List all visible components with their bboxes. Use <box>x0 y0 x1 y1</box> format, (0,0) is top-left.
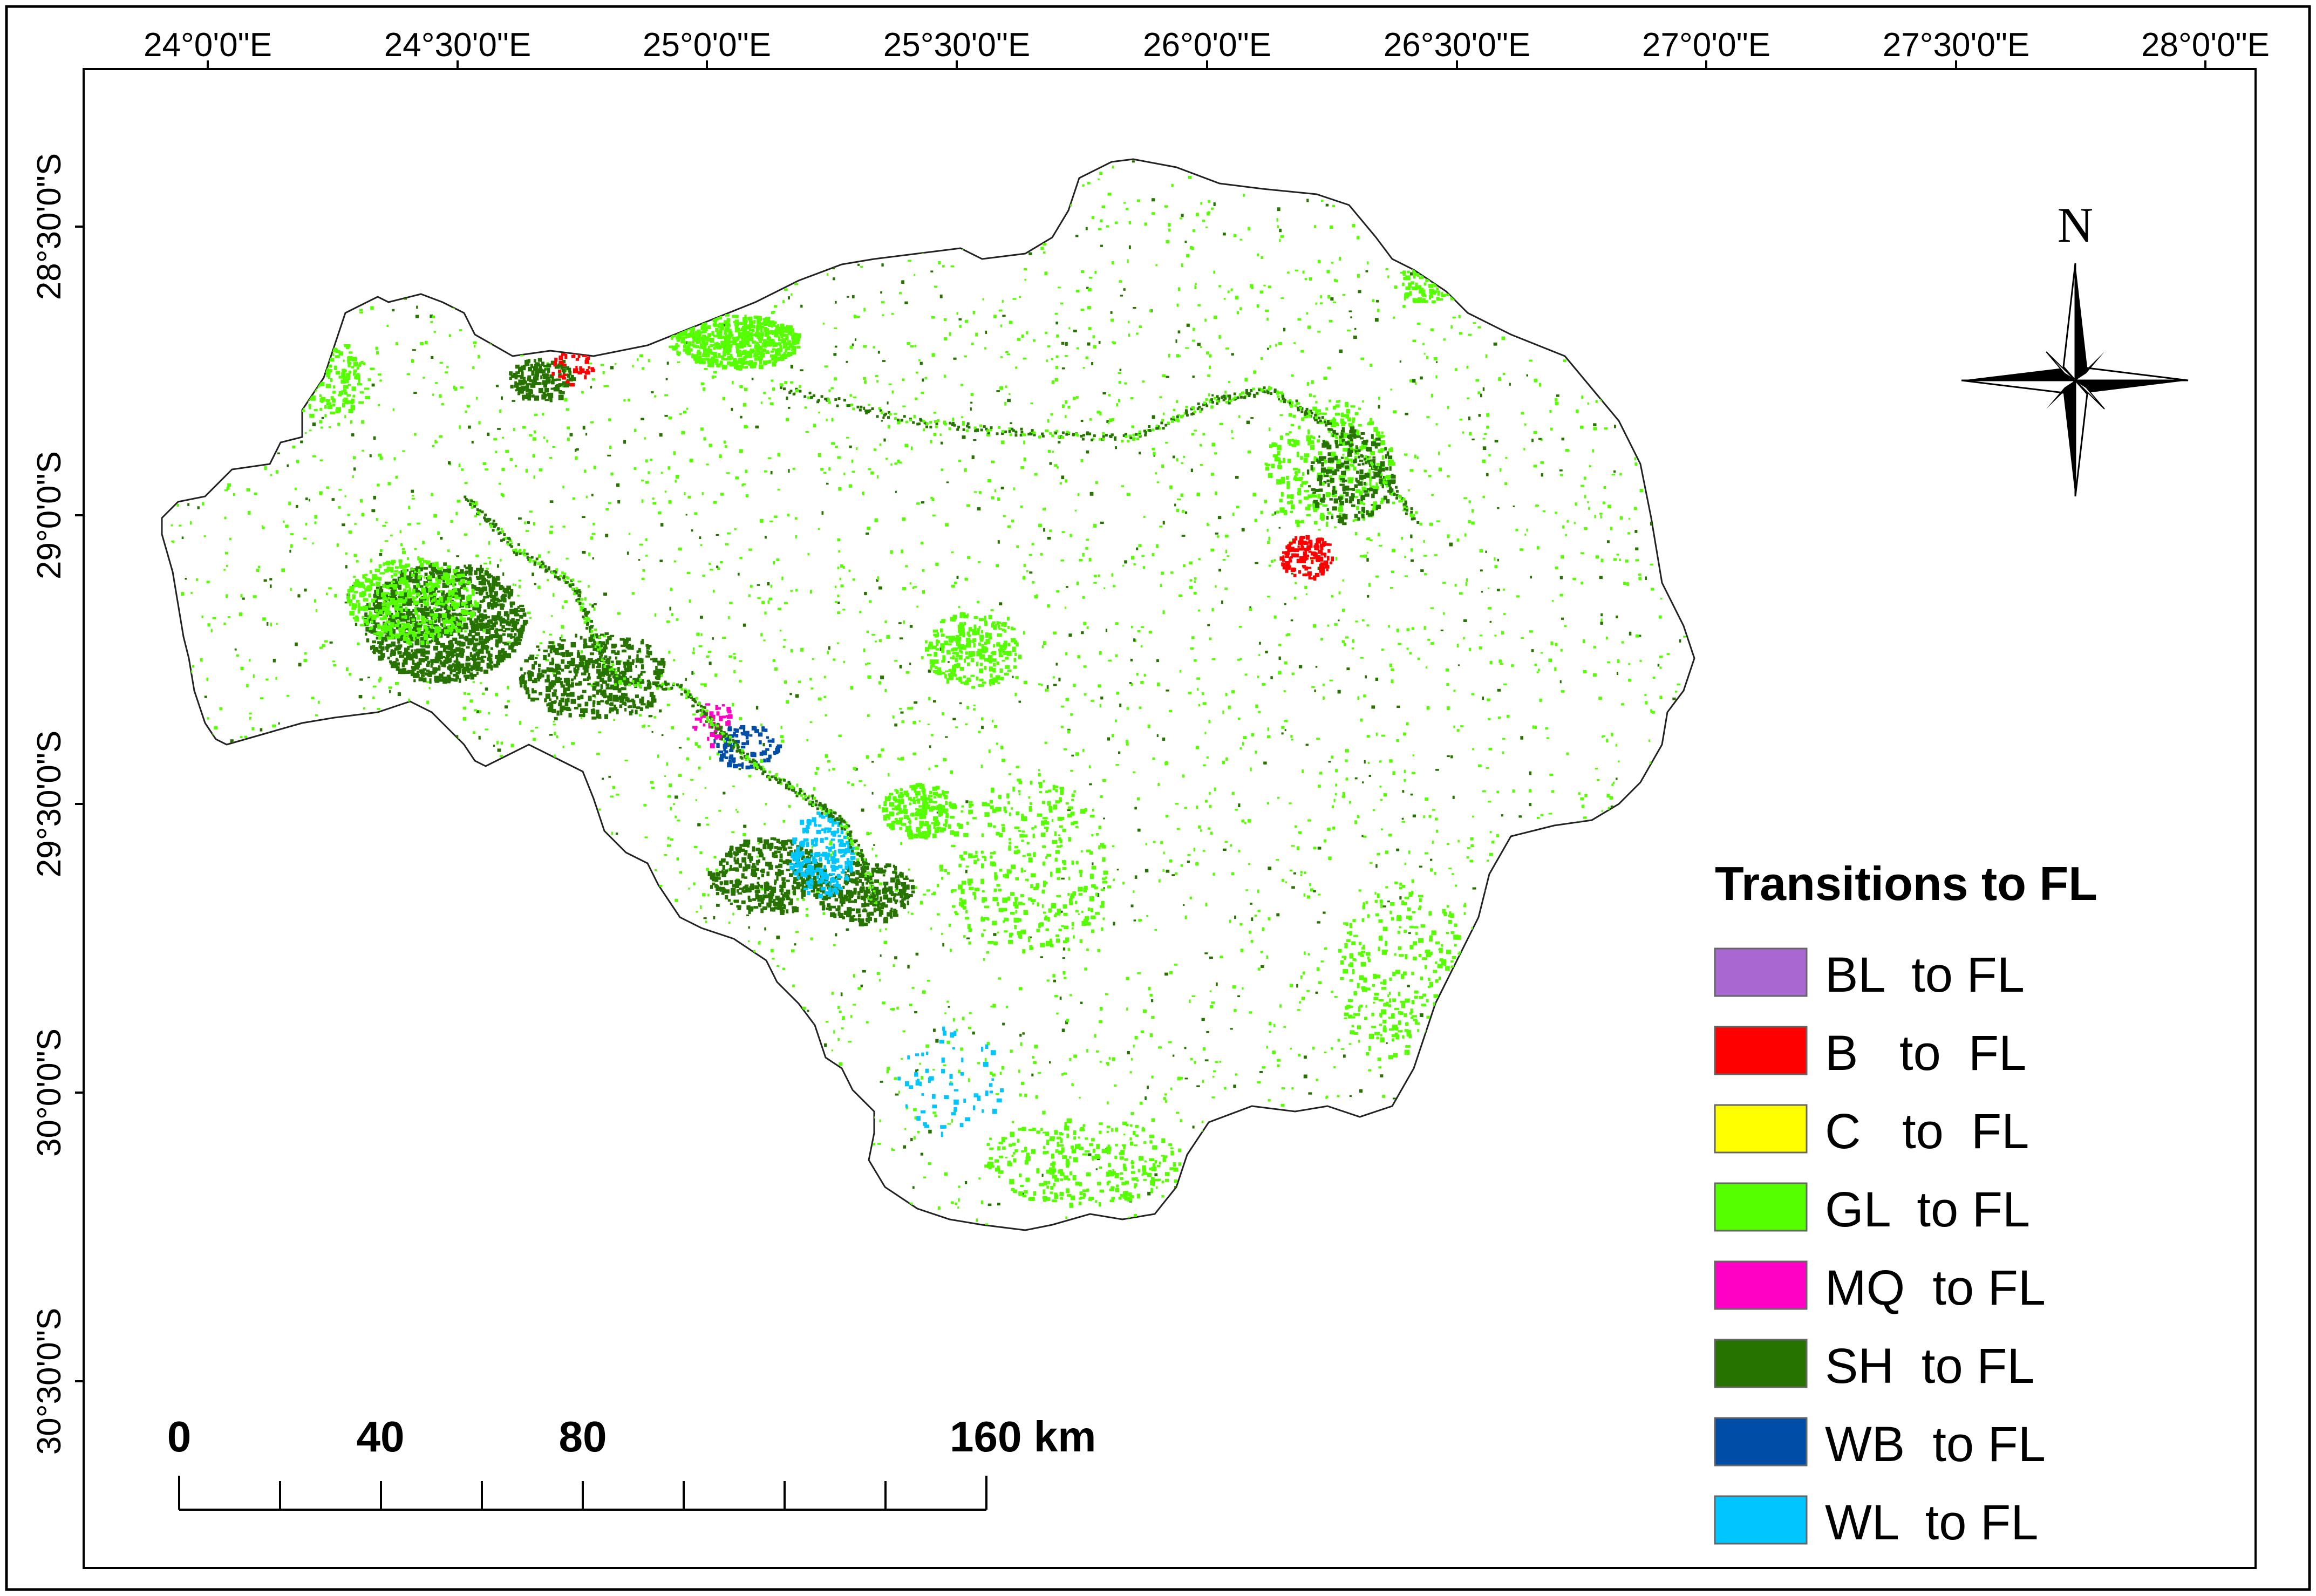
longitude-labels: 24°0'0"E 24°30'0"E 25°0'0"E 25°30'0"E 26… <box>144 26 2270 64</box>
legend-item: SH to FL <box>1714 1339 2035 1394</box>
legend-swatch <box>1714 947 1808 997</box>
longitude-label: 28°0'0"E <box>2141 26 2270 64</box>
longitude-label: 27°30'0"E <box>1883 26 2029 64</box>
transition-pixels <box>162 159 1694 1230</box>
legend-swatch <box>1714 1182 1808 1232</box>
east-arrow-white <box>2073 367 2189 381</box>
outer-border <box>5 5 2311 1591</box>
longitude-label: 24°30'0"E <box>384 26 531 64</box>
legend: Transitions to FL BL to FL B to FL C to … <box>1714 857 2097 1550</box>
legend-item: WB to FL <box>1714 1417 2046 1472</box>
longitude-label: 26°30'0"E <box>1384 26 1530 64</box>
legend-label: SH to FL <box>1825 1339 2035 1394</box>
legend-item: BL to FL <box>1714 947 2025 1002</box>
longitude-label: 26°0'0"E <box>1143 26 1271 64</box>
legend-label: WL to FL <box>1825 1495 2038 1550</box>
compass-nw <box>2046 351 2076 381</box>
study-region <box>161 158 1695 1231</box>
scale-bar: 0 40 80 160 km <box>167 1413 1096 1511</box>
scale-label-80: 80 <box>559 1413 607 1461</box>
legend-item: WL to FL <box>1714 1495 2038 1550</box>
compass-ne <box>2075 352 2104 380</box>
legend-swatch <box>1714 1104 1808 1154</box>
longitude-label: 25°30'0"E <box>883 26 1030 64</box>
north-arrow: N <box>1961 197 2189 497</box>
latitude-label: 28°30'0"S <box>31 153 68 300</box>
legend-item: C to FL <box>1714 1104 2029 1159</box>
legend-label: B to FL <box>1825 1026 2026 1081</box>
north-arrow-white <box>2062 263 2076 383</box>
legend-label: C to FL <box>1825 1104 2029 1159</box>
compass-sw <box>2046 380 2075 409</box>
graticule-ticks <box>75 60 2206 1382</box>
west-arrow-black <box>1961 368 2075 380</box>
compass-se <box>2075 380 2105 410</box>
west-arrow-white <box>1961 379 2077 394</box>
map-frame <box>83 68 2257 1569</box>
latitude-label: 29°30'0"S <box>31 731 68 877</box>
region-outline <box>161 158 1695 1231</box>
legend-item: GL to FL <box>1714 1182 2030 1237</box>
legend-swatch <box>1714 1417 1808 1467</box>
north-label: N <box>2058 197 2093 253</box>
legend-swatch <box>1714 1260 1808 1310</box>
east-arrow-black <box>2075 380 2188 393</box>
north-arrow-black <box>2075 263 2087 380</box>
legend-item: B to FL <box>1714 1026 2026 1081</box>
legend-swatch <box>1714 1339 1808 1388</box>
latitude-label: 30°30'0"S <box>31 1308 68 1455</box>
scale-label-0: 0 <box>167 1413 192 1461</box>
legend-label: MQ to FL <box>1825 1260 2046 1315</box>
latitude-label: 29°0'0"S <box>31 451 68 579</box>
legend-title: Transitions to FL <box>1715 857 2097 910</box>
longitude-label: 27°0'0"E <box>1642 26 1770 64</box>
scale-label-40: 40 <box>357 1413 405 1461</box>
south-arrow-white <box>2074 378 2088 497</box>
legend-swatch <box>1714 1026 1808 1075</box>
legend-label: GL to FL <box>1825 1182 2030 1237</box>
legend-label: WB to FL <box>1825 1417 2046 1472</box>
latitude-labels: 28°30'0"S 29°0'0"S 29°30'0"S 30°0'0"S 30… <box>31 153 68 1455</box>
south-arrow-black <box>2063 380 2075 496</box>
legend-label: BL to FL <box>1825 947 2025 1002</box>
scale-label-160: 160 km <box>950 1413 1096 1461</box>
longitude-label: 25°0'0"E <box>643 26 771 64</box>
longitude-label: 24°0'0"E <box>144 26 272 64</box>
legend-swatch <box>1714 1495 1808 1545</box>
latitude-label: 30°0'0"S <box>31 1028 68 1157</box>
legend-item: MQ to FL <box>1714 1260 2046 1315</box>
scale-bar-line <box>178 1476 987 1511</box>
